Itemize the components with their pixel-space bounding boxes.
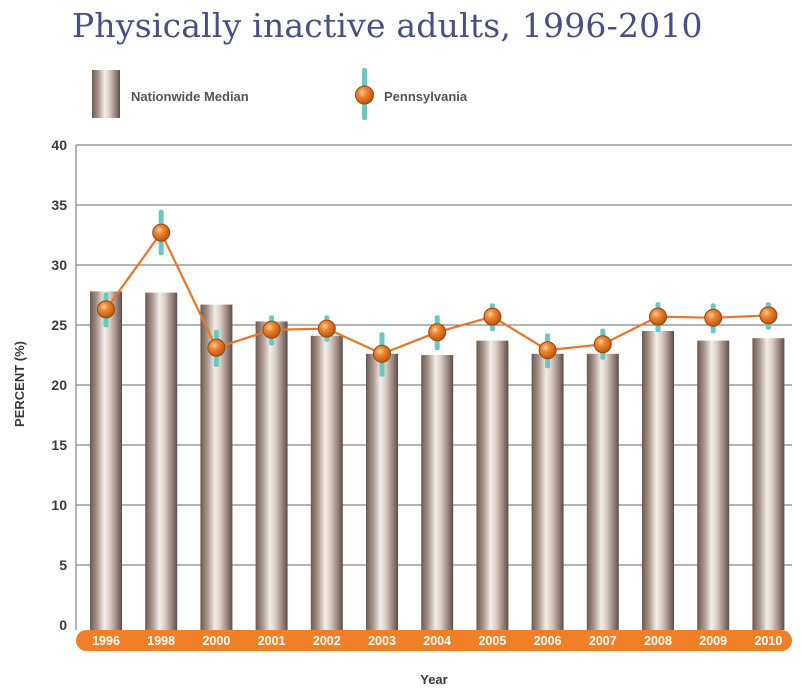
- marker-2009: [704, 308, 723, 327]
- marker-2007: [593, 335, 612, 354]
- bar-2010: [752, 338, 785, 630]
- y-tick-label: 10: [51, 497, 67, 513]
- bar-2002: [310, 335, 343, 630]
- x-tick-label: 2003: [368, 634, 396, 648]
- x-tick-label: 2007: [589, 634, 617, 648]
- x-tick-label: 2000: [202, 634, 230, 648]
- bar-1996: [90, 291, 122, 630]
- x-axis-band: [76, 630, 792, 651]
- x-tick-label: 2006: [534, 634, 562, 648]
- legend-label-bar: Nationwide Median: [131, 89, 249, 104]
- y-axis-ticks: 0 5 10 15 20 25 30 35 40: [51, 137, 67, 633]
- bar-2007: [586, 353, 619, 630]
- legend-marker: [355, 85, 374, 105]
- legend: Nationwide Median Pennsylvania: [92, 68, 468, 120]
- y-tick-label: 0: [59, 617, 67, 633]
- marker-2005: [483, 307, 502, 326]
- bar-2004: [421, 355, 454, 630]
- marker-2006: [538, 341, 557, 360]
- x-tick-label: 1996: [92, 634, 120, 648]
- marker-1996: [97, 300, 115, 319]
- marker-2001: [262, 320, 281, 339]
- marker-2004: [428, 323, 447, 342]
- x-tick-label: 2005: [478, 634, 506, 648]
- marker-2000: [207, 338, 226, 357]
- bar-2009: [697, 340, 730, 630]
- y-axis-label: PERCENT (%): [12, 341, 27, 427]
- marker-2002: [317, 319, 336, 338]
- marker-2003: [373, 344, 391, 363]
- chart-title: Physically inactive adults, 1996-2010: [72, 6, 703, 45]
- marker-2010: [759, 306, 778, 325]
- marker-1998: [152, 223, 171, 242]
- bar-1998: [145, 292, 178, 630]
- x-tick-label: 2001: [258, 634, 286, 648]
- x-tick-label: 2004: [423, 634, 451, 648]
- y-tick-label: 35: [51, 197, 67, 213]
- x-axis-label: Year: [420, 672, 447, 687]
- legend-label-line: Pennsylvania: [384, 89, 468, 104]
- y-tick-label: 20: [51, 377, 67, 393]
- y-tick-label: 40: [51, 137, 67, 153]
- bars: [90, 291, 785, 630]
- x-tick-label: 2010: [754, 634, 782, 648]
- x-tick-label: 2009: [699, 634, 727, 648]
- bar-2008: [642, 331, 674, 630]
- bar-2003: [366, 353, 398, 630]
- y-tick-label: 25: [51, 317, 67, 333]
- bar-2006: [531, 353, 564, 630]
- bar-2005: [476, 340, 509, 630]
- legend-swatch-bar: [92, 70, 120, 118]
- y-tick-label: 5: [59, 557, 67, 573]
- x-tick-label: 2002: [313, 634, 341, 648]
- x-axis-ticks: 1996 1998 2000 2001 2002 2003 2004 2005 2006 2007…: [92, 634, 782, 648]
- y-tick-label: 30: [51, 257, 67, 273]
- x-tick-label: 1998: [147, 634, 175, 648]
- markers: [97, 223, 778, 363]
- bar-2001: [255, 321, 288, 630]
- y-tick-label: 15: [51, 437, 67, 453]
- x-tick-label: 2008: [644, 634, 672, 648]
- marker-2008: [649, 307, 667, 326]
